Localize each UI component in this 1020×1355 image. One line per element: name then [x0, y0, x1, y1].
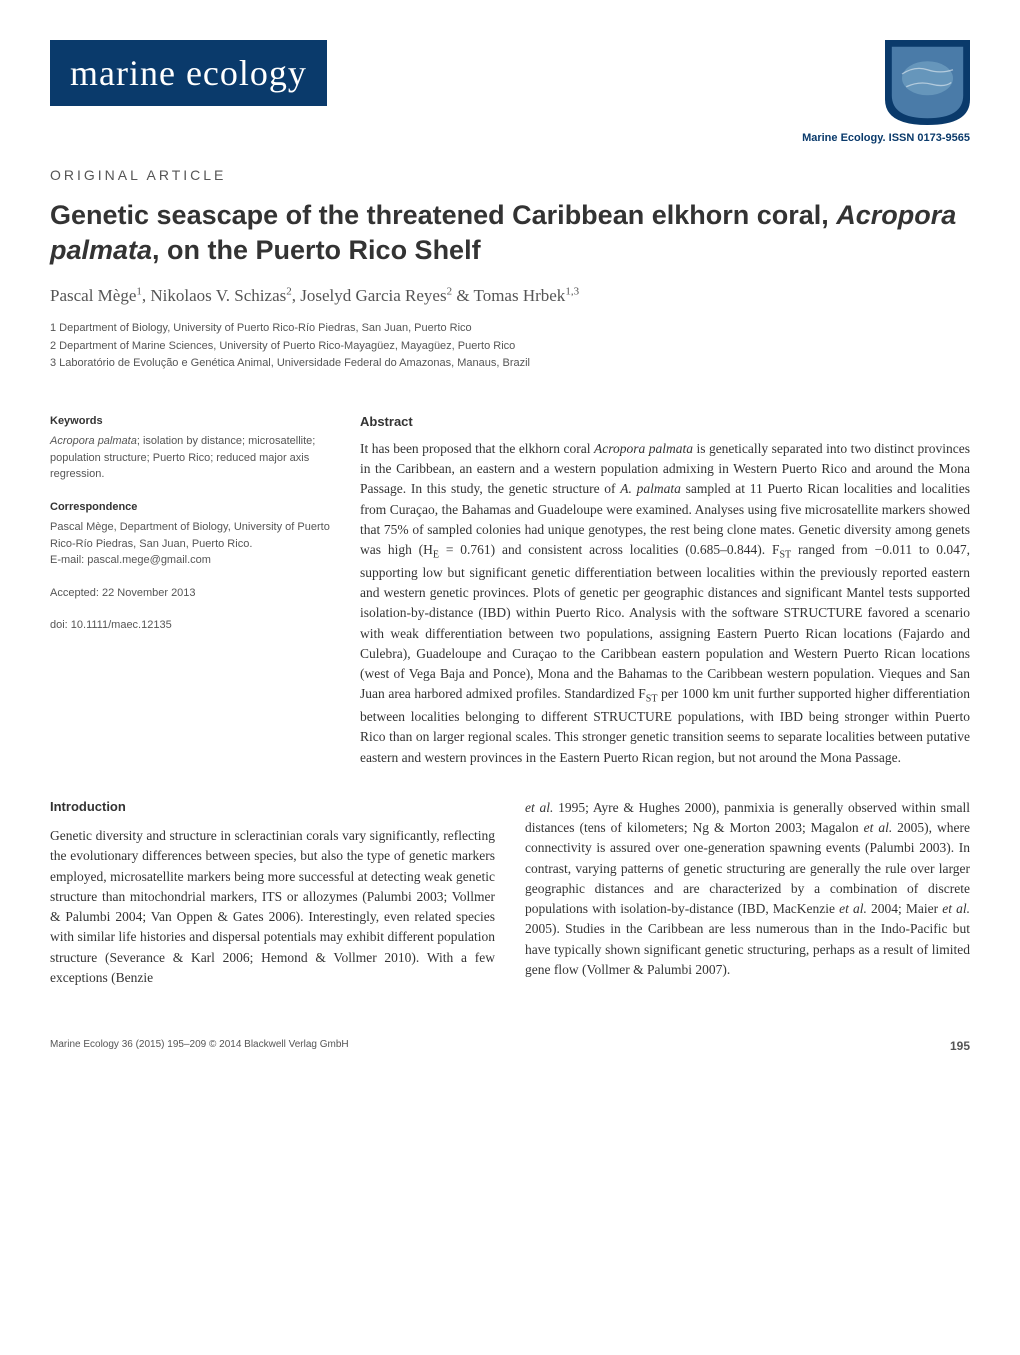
issn-line: Marine Ecology. ISSN 0173-9565 [50, 131, 970, 146]
keywords-species: Acropora palmata [50, 435, 137, 447]
intro-text-right: et al. 1995; Ayre & Hughes 2000), panmix… [525, 798, 970, 980]
keywords-block: Keywords Acropora palmata; isolation by … [50, 413, 330, 483]
correspondence-block: Correspondence Pascal Mège, Department o… [50, 499, 330, 569]
affiliation-1: 1 Department of Biology, University of P… [50, 320, 970, 338]
abstract-col: Abstract It has been proposed that the e… [360, 413, 970, 768]
journal-banner: marine ecology [50, 40, 327, 106]
email-value: pascal.mege@gmail.com [87, 554, 211, 566]
title-pre: Genetic seascape of the threatened Carib… [50, 200, 836, 230]
keywords-head: Keywords [50, 413, 330, 430]
correspondence-email: E-mail: pascal.mege@gmail.com [50, 552, 330, 569]
correspondence-body: Pascal Mège, Department of Biology, Univ… [50, 519, 330, 552]
doi-block: doi: 10.1111/maec.12135 [50, 617, 330, 634]
email-label: E-mail: [50, 554, 87, 566]
footer-citation: Marine Ecology 36 (2015) 195–209 © 2014 … [50, 1038, 349, 1055]
body-col-right: et al. 1995; Ayre & Hughes 2000), panmix… [525, 798, 970, 988]
metadata-abstract-row: Keywords Acropora palmata; isolation by … [50, 413, 970, 768]
sidebar: Keywords Acropora palmata; isolation by … [50, 413, 330, 768]
article-title: Genetic seascape of the threatened Carib… [50, 198, 970, 268]
affiliation-2: 2 Department of Marine Sciences, Univers… [50, 338, 970, 356]
correspondence-head: Correspondence [50, 499, 330, 516]
abstract-head: Abstract [360, 413, 970, 431]
body-columns: Introduction Genetic diversity and struc… [50, 798, 970, 988]
title-post: , on the Puerto Rico Shelf [152, 235, 481, 265]
affiliations: 1 Department of Biology, University of P… [50, 320, 970, 373]
abstract-body: It has been proposed that the elkhorn co… [360, 439, 970, 768]
page-number: 195 [950, 1038, 970, 1055]
article-type: ORIGINAL ARTICLE [50, 166, 970, 186]
affiliation-3: 3 Laboratório de Evolução e Genética Ani… [50, 355, 970, 373]
keywords-body: Acropora palmata; isolation by distance;… [50, 433, 330, 483]
footer: Marine Ecology 36 (2015) 195–209 © 2014 … [50, 1038, 970, 1055]
header-row: marine ecology [50, 40, 970, 125]
authors: Pascal Mège1, Nikolaos V. Schizas2, Jose… [50, 284, 970, 308]
intro-text-left: Genetic diversity and structure in scler… [50, 826, 495, 988]
journal-logo [885, 40, 970, 125]
body-col-left: Introduction Genetic diversity and struc… [50, 798, 495, 988]
accepted-block: Accepted: 22 November 2013 [50, 585, 330, 602]
introduction-head: Introduction [50, 798, 495, 816]
